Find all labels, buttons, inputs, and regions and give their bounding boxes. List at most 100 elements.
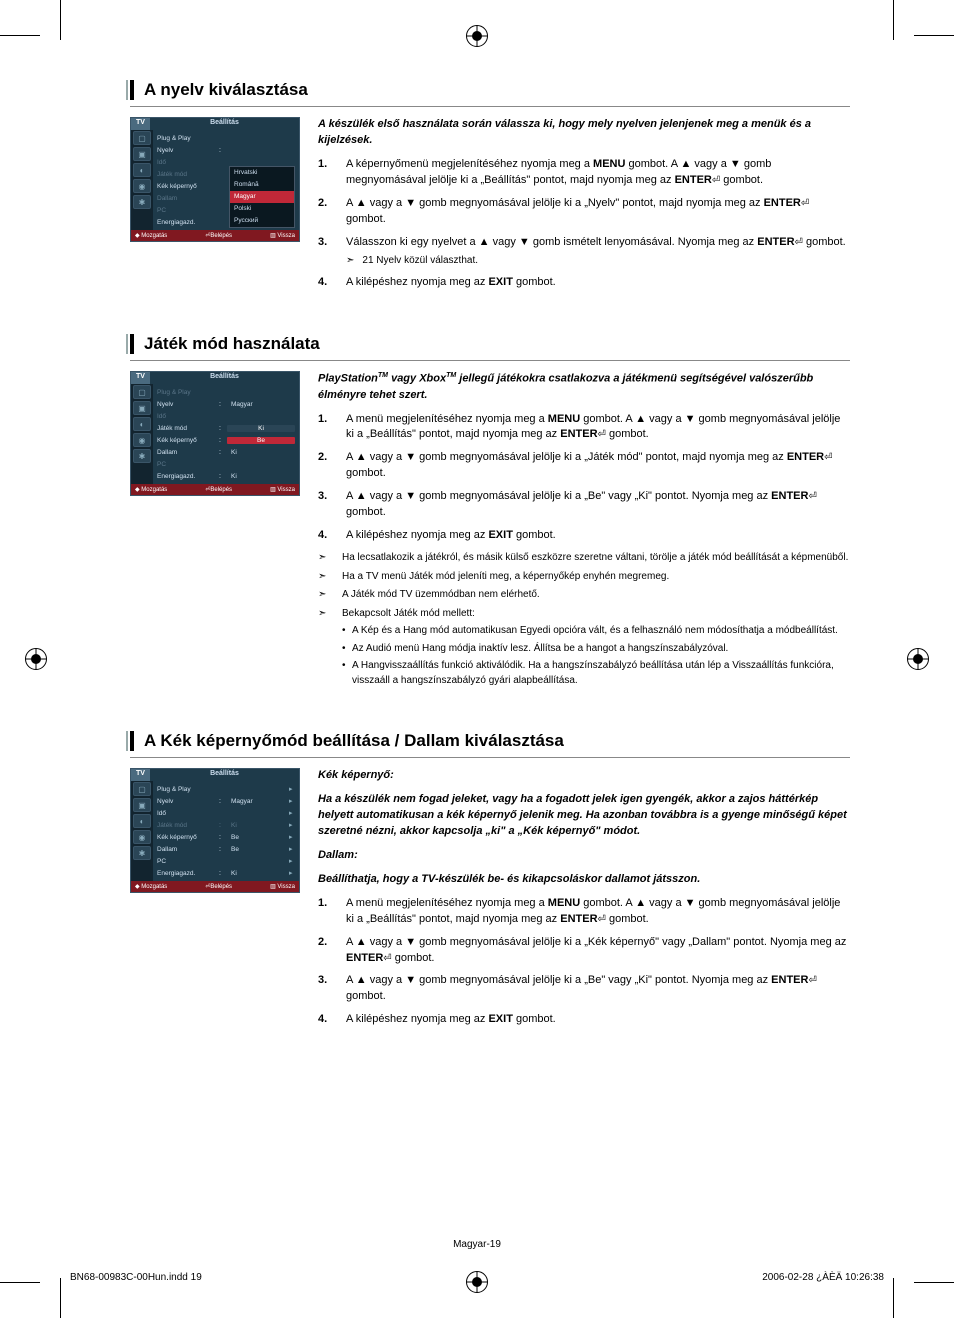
tv-menu-row: PC▸ xyxy=(157,855,295,867)
tv-title: Beállítás xyxy=(150,118,299,130)
chevron-right-icon: ▸ xyxy=(289,797,295,805)
tv-row-label: Nyelv xyxy=(157,798,215,805)
tv-row-label: Kék képernyő xyxy=(157,183,215,190)
crop-mark xyxy=(914,35,954,36)
tv-row-value: Ki xyxy=(227,449,295,456)
tv-dropdown-option: Polski xyxy=(230,203,294,215)
sub-bullet: Az Audió menü Hang módja inaktív lesz. Á… xyxy=(342,642,850,657)
tv-footer-enter: ⏎Belépés xyxy=(205,232,232,239)
tv-row-label: PC xyxy=(157,461,215,468)
tv-nav-icon: ◉ xyxy=(133,433,151,447)
tv-row-label: Dallam xyxy=(157,846,215,853)
tv-dropdown-option: Română xyxy=(230,179,294,191)
tv-menu-row: Plug & Play xyxy=(157,132,295,144)
tv-footer-back: ▥ Vissza xyxy=(270,883,295,890)
tv-row-label: PC xyxy=(157,858,215,865)
colon: : xyxy=(219,437,223,444)
divider xyxy=(130,360,850,361)
tv-footer-move: ◆ Mozgatás xyxy=(135,486,167,493)
tv-footer: ◆ Mozgatás ⏎Belépés ▥ Vissza xyxy=(131,881,299,892)
section-intro: PlayStationTM vagy XboxTM jellegű játéko… xyxy=(318,371,850,404)
step-text: A menü megjelenítéséhez nyomja meg a MEN… xyxy=(346,896,850,928)
tv-row-value: Ki xyxy=(227,425,295,432)
tv-menu-row: PC xyxy=(157,458,295,470)
section-blue-screen: A Kék képernyőmód beállítása / Dallam ki… xyxy=(130,731,850,1035)
tv-row-value: Magyar xyxy=(227,798,285,805)
registration-mark-icon xyxy=(466,25,488,47)
tv-nav-icon: ◉ xyxy=(133,830,151,844)
inline-note: ➣21 Nyelv közül választhat. xyxy=(346,254,850,269)
note-item: ➣Ha lecsatlakozik a játékról, és másik k… xyxy=(318,551,850,566)
tv-nav-icon: ◐ xyxy=(133,814,151,828)
note-text: Ha lecsatlakozik a játékról, és másik kü… xyxy=(342,551,850,566)
tv-nav-icon: ◐ xyxy=(133,417,151,431)
tv-menu-row: Játék mód:Ki▸ xyxy=(157,819,295,831)
tv-row-label: Energiagazd. xyxy=(157,473,215,480)
step-number: 1. xyxy=(318,896,336,928)
intro-label: Kék képernyő: xyxy=(318,768,850,784)
tv-row-label: Játék mód xyxy=(157,822,215,829)
crop-mark xyxy=(0,1282,40,1283)
tv-tab: TV xyxy=(131,118,150,130)
tv-menu-list: Plug & PlayNyelv:MagyarIdőJáték mód:KiKé… xyxy=(153,384,299,484)
step-item: 4.A kilépéshez nyomja meg az EXIT gombot… xyxy=(318,1012,850,1028)
step-number: 2. xyxy=(318,450,336,482)
tv-nav-icon: ◐ xyxy=(133,163,151,177)
tv-nav-icon: ▣ xyxy=(133,147,151,161)
tv-footer-move: ◆ Mozgatás xyxy=(135,232,167,239)
tv-nav-icon: ▢ xyxy=(133,385,151,399)
colon: : xyxy=(219,822,223,829)
tv-nav-icon: ✱ xyxy=(133,449,151,463)
colon: : xyxy=(219,147,223,154)
tv-menu-row: Energiagazd.:Ki▸ xyxy=(157,867,295,879)
step-number: 3. xyxy=(318,973,336,1005)
tv-row-value: Ki xyxy=(227,870,285,877)
tv-nav-icon: ▣ xyxy=(133,798,151,812)
tv-row-value: Ki xyxy=(227,473,295,480)
chevron-right-icon: ▸ xyxy=(289,869,295,877)
colon: : xyxy=(219,449,223,456)
tv-row-label: Játék mód xyxy=(157,425,215,432)
crop-mark xyxy=(60,1278,61,1318)
tv-row-label: Idő xyxy=(157,810,215,817)
step-number: 1. xyxy=(318,412,336,444)
tv-row-label: Nyelv xyxy=(157,147,215,154)
tv-row-label: Idő xyxy=(157,413,215,420)
tv-nav-icon: ▢ xyxy=(133,782,151,796)
tv-dropdown: HrvatskiRomânăMagyarPolskiРусский xyxy=(229,166,295,228)
step-text: Válasszon ki egy nyelvet a ▲ vagy ▼ gomb… xyxy=(346,235,850,268)
chevron-right-icon: ▸ xyxy=(289,809,295,817)
tv-footer-back: ▥ Vissza xyxy=(270,232,295,239)
tv-nav-icon: ✱ xyxy=(133,846,151,860)
tv-menu-screenshot: TV Beállítás ▢ ▣ ◐ ◉ ✱ Plug & Play Nyelv:… xyxy=(130,117,300,242)
file-name: BN68-00983C-00Hun.indd 19 xyxy=(70,1272,202,1283)
step-list: 1.A képernyőmenü megjelenítéséhez nyomja… xyxy=(318,157,850,291)
registration-mark-icon xyxy=(907,648,929,670)
note-item: ➣Bekapcsolt Játék mód mellett:A Kép és a… xyxy=(318,607,850,692)
tv-row-label: Plug & Play xyxy=(157,135,215,142)
tv-footer: ◆ Mozgatás ⏎Belépés ▥ Vissza xyxy=(131,230,299,241)
tv-footer-enter: ⏎Belépés xyxy=(205,883,232,890)
sub-bullet-list: A Kép és a Hang mód automatikusan Egyedi… xyxy=(342,624,850,688)
step-item: 1.A menü megjelenítéséhez nyomja meg a M… xyxy=(318,412,850,444)
tv-row-value: Be xyxy=(227,846,285,853)
tv-nav-icon: ▣ xyxy=(133,401,151,415)
tv-menu-row: Dallam:Ki xyxy=(157,446,295,458)
crop-mark xyxy=(893,0,894,40)
step-item: 3.Válasszon ki egy nyelvet a ▲ vagy ▼ go… xyxy=(318,235,850,268)
step-item: 2.A ▲ vagy a ▼ gomb megnyomásával jelölj… xyxy=(318,935,850,967)
tv-tab: TV xyxy=(131,372,150,384)
step-item: 4.A kilépéshez nyomja meg az EXIT gombot… xyxy=(318,528,850,544)
step-item: 1.A képernyőmenü megjelenítéséhez nyomja… xyxy=(318,157,850,189)
section-heading: A Kék képernyőmód beállítása / Dallam ki… xyxy=(130,731,850,751)
section-intro: Beállíthatja, hogy a TV-készülék be- és … xyxy=(318,872,850,888)
tv-icon-column: ▢ ▣ ◐ ◉ ✱ xyxy=(131,130,153,230)
step-text: A ▲ vagy a ▼ gomb megnyomásával jelölje … xyxy=(346,196,850,228)
step-number: 1. xyxy=(318,157,336,189)
step-item: 3.A ▲ vagy a ▼ gomb megnyomásával jelölj… xyxy=(318,489,850,521)
step-number: 4. xyxy=(318,528,336,544)
step-number: 3. xyxy=(318,489,336,521)
colon: : xyxy=(219,798,223,805)
step-text: A kilépéshez nyomja meg az EXIT gombot. xyxy=(346,275,850,291)
tv-row-label: Plug & Play xyxy=(157,389,215,396)
